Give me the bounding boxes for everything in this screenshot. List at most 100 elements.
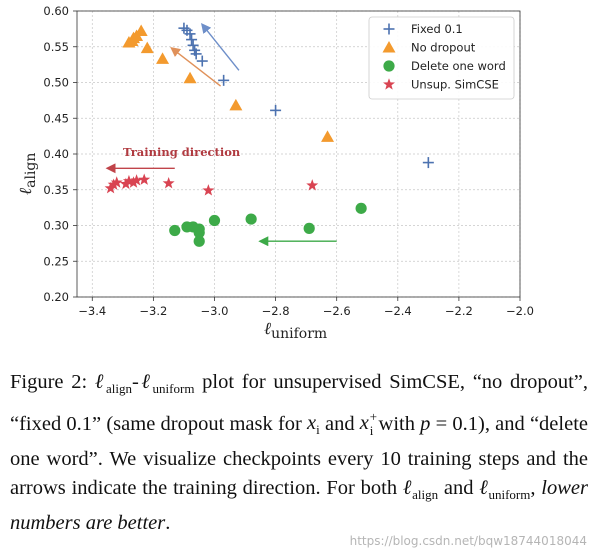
point-unsup-simcse bbox=[107, 178, 120, 190]
caption-ell: ℓ bbox=[402, 476, 413, 499]
point-unsup-simcse bbox=[122, 174, 135, 187]
caption-i: i bbox=[369, 422, 374, 438]
point-no-dropout bbox=[229, 98, 243, 111]
point-fixed-0-1 bbox=[186, 34, 198, 46]
y-tick-label: 0.45 bbox=[43, 111, 69, 125]
x-axis-label-main: ℓ bbox=[264, 319, 271, 339]
x-tick-label: −2.4 bbox=[384, 304, 412, 318]
y-tick-label: 0.40 bbox=[43, 147, 69, 161]
caption-p: p bbox=[420, 412, 431, 435]
point-no-dropout bbox=[156, 52, 170, 64]
legend-marker bbox=[383, 23, 395, 35]
point-fixed-0-1 bbox=[187, 39, 199, 51]
x-tick-label: −3.0 bbox=[201, 304, 229, 318]
point-fixed-0-1 bbox=[196, 55, 208, 67]
y-tick-label: 0.30 bbox=[43, 219, 69, 233]
point-fixed-0-1 bbox=[270, 104, 282, 116]
y-axis-label-sub: align bbox=[23, 153, 39, 188]
caption-emphasis: lower numbers are better bbox=[10, 476, 588, 535]
x-tick-label: −2.8 bbox=[262, 304, 290, 318]
x-tick-label: −2.6 bbox=[323, 304, 351, 318]
x-axis-label: ℓuniform bbox=[264, 319, 327, 342]
point-delete-one-word bbox=[303, 222, 315, 234]
data-points bbox=[104, 22, 434, 247]
caption-i: i bbox=[316, 422, 320, 438]
caption-sub-uniform: uniform bbox=[488, 486, 531, 502]
x-axis: −3.4 −3.2 −3.0 −2.8 −2.6 −2.4 −2.2 −2.0 bbox=[78, 297, 534, 318]
point-unsup-simcse bbox=[127, 176, 140, 188]
caption-x: x bbox=[359, 412, 369, 435]
caption-l-uniform: ℓuniform bbox=[138, 371, 195, 397]
y-axis-label: ℓalign bbox=[16, 153, 39, 195]
caption-xi-plus: x+i bbox=[359, 410, 378, 438]
point-unsup-simcse bbox=[162, 177, 175, 189]
point-unsup-simcse bbox=[306, 179, 319, 191]
caption-text-4: = 0.1), and “delete one word”. We visual… bbox=[10, 412, 588, 499]
watermark: https://blog.csdn.net/bqw18744018044 bbox=[349, 534, 587, 548]
legend-label: Fixed 0.1 bbox=[411, 22, 463, 36]
y-tick-label: 0.25 bbox=[43, 254, 69, 268]
point-delete-one-word bbox=[208, 214, 221, 227]
caption-text-6: , bbox=[530, 476, 542, 499]
point-unsup-simcse bbox=[202, 184, 215, 196]
y-tick-label: 0.55 bbox=[43, 40, 69, 54]
caption-sub-uniform: uniform bbox=[152, 381, 195, 397]
x-tick-label: −2.2 bbox=[445, 304, 473, 318]
point-unsup-simcse bbox=[138, 173, 151, 185]
direction-arrow bbox=[170, 46, 222, 87]
alignment-uniformity-chart: −3.4 −3.2 −3.0 −2.8 −2.6 −2.4 −2.2 −2.0 0.200.2… bbox=[16, 4, 534, 342]
legend: Fixed 0.1 No dropout Delete one word Unsup.… bbox=[368, 16, 515, 100]
point-fixed-0-1 bbox=[184, 28, 196, 40]
point-no-dropout bbox=[183, 71, 197, 84]
caption-text-2: and bbox=[319, 412, 360, 435]
legend-marker bbox=[383, 78, 395, 90]
point-delete-one-word bbox=[355, 202, 367, 214]
caption-sub-align: align bbox=[412, 486, 439, 502]
x-axis-label-sub: uniform bbox=[271, 326, 327, 342]
caption-ell: ℓ bbox=[479, 476, 489, 499]
point-delete-one-word bbox=[245, 213, 257, 225]
caption-l-uniform-2: ℓuniform bbox=[479, 476, 531, 502]
figure-caption: Figure 2: ℓalign-ℓuniform plot for unsup… bbox=[10, 368, 588, 538]
caption-text-5: and bbox=[438, 476, 480, 499]
caption-fig-label: Figure 2: bbox=[10, 371, 95, 393]
caption-dash: - bbox=[132, 371, 139, 393]
point-delete-one-word bbox=[193, 235, 205, 247]
caption-x: x bbox=[307, 412, 317, 435]
legend-label: Unsup. SimCSE bbox=[411, 78, 499, 92]
legend-label: No dropout bbox=[411, 41, 476, 55]
x-tick-label: −3.2 bbox=[139, 304, 167, 318]
direction-arrows bbox=[105, 23, 337, 247]
legend-marker bbox=[382, 41, 396, 53]
caption-l-align-2: ℓalign bbox=[402, 476, 439, 502]
caption-end: . bbox=[165, 512, 171, 535]
point-fixed-0-1 bbox=[190, 48, 202, 60]
y-axis: 0.20 0.25 0.30 0.35 0.40 0.45 0.50 0.55 0.60 bbox=[43, 4, 77, 304]
caption-plus: + bbox=[368, 409, 378, 425]
x-tick-label: −2.0 bbox=[506, 304, 534, 318]
point-delete-one-word bbox=[169, 224, 181, 237]
point-fixed-0-1 bbox=[422, 157, 434, 169]
point-unsup-simcse bbox=[119, 177, 132, 190]
caption-ell: ℓ bbox=[138, 371, 153, 393]
y-tick-label: 0.60 bbox=[43, 4, 69, 18]
training-direction-annotation: Training direction bbox=[123, 145, 241, 159]
caption-ell: ℓ bbox=[94, 371, 107, 393]
legend-label: Delete one word bbox=[411, 59, 506, 73]
point-no-dropout bbox=[140, 41, 154, 54]
caption-xi: xi bbox=[307, 412, 320, 437]
caption-sub-align: align bbox=[106, 381, 133, 397]
x-tick-label: −3.4 bbox=[78, 304, 106, 318]
y-tick-label: 0.20 bbox=[43, 290, 69, 304]
caption-text-3: with bbox=[373, 412, 421, 435]
legend-marker bbox=[383, 60, 395, 72]
caption-l-align: ℓalign bbox=[94, 371, 133, 397]
point-no-dropout bbox=[134, 24, 148, 37]
y-tick-label: 0.50 bbox=[43, 76, 69, 90]
y-tick-label: 0.35 bbox=[43, 183, 69, 197]
point-unsup-simcse bbox=[130, 174, 143, 186]
point-no-dropout bbox=[321, 130, 335, 142]
y-axis-label-main: ℓ bbox=[16, 188, 36, 195]
point-fixed-0-1 bbox=[218, 74, 230, 86]
point-delete-one-word bbox=[181, 221, 193, 233]
